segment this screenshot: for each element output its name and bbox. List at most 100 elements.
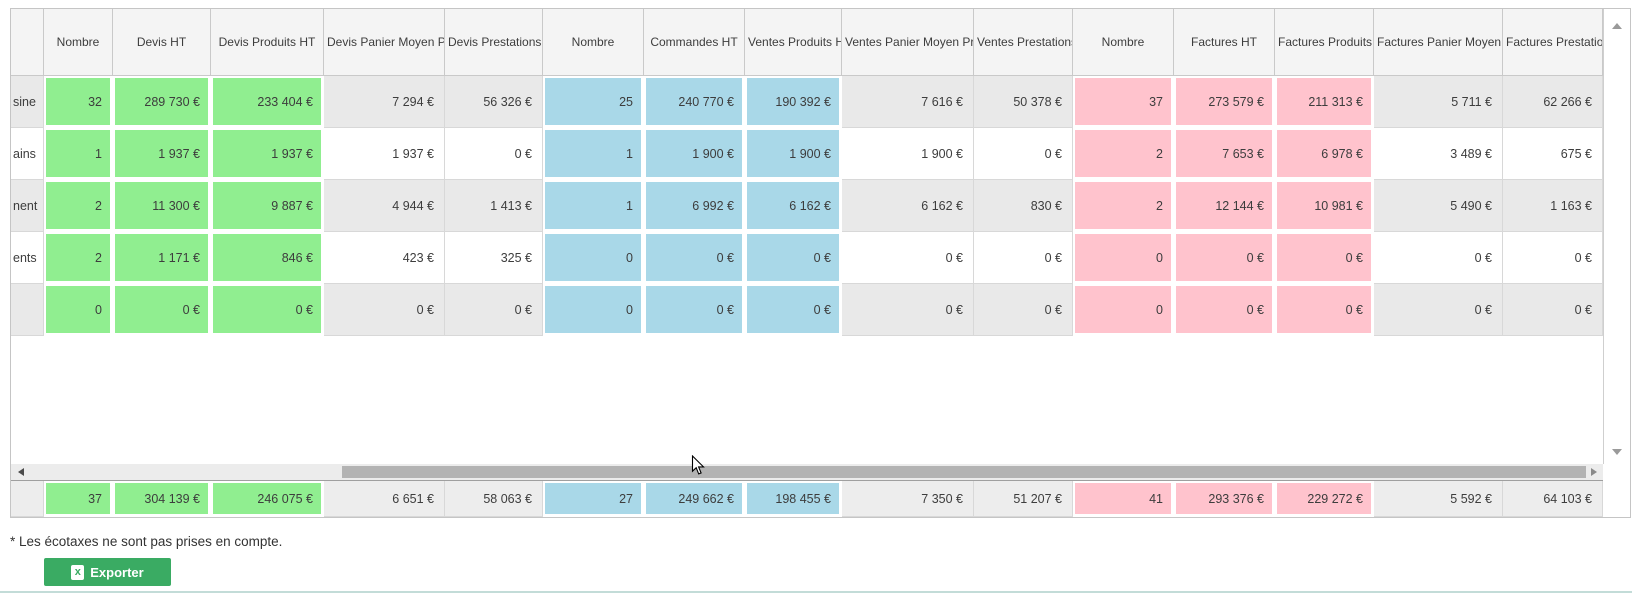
grid-cell: 1 413 € (445, 180, 543, 232)
totals-table-row: 37 304 139 € 246 075 € 6 651 € 58 063 € … (11, 481, 1603, 517)
grid-cell: 0 € (644, 232, 745, 284)
grid-cell: 846 € (211, 232, 324, 284)
total-cell: 37 (44, 481, 113, 517)
grid-cell: 0 € (1275, 284, 1374, 336)
total-cell: 6 651 € (324, 481, 445, 517)
grid-cell: 325 € (445, 232, 543, 284)
grid-cell: 0 (1073, 284, 1174, 336)
grid-cell: 1 (543, 180, 644, 232)
statistics-grid: Nombre Devis HT Devis Produits HT Devis … (10, 8, 1631, 518)
grid-cell: 0 € (745, 284, 842, 336)
grid-cell: 1 171 € (113, 232, 211, 284)
grid-cell: 7 294 € (324, 76, 445, 128)
grid-cell: 0 € (974, 232, 1073, 284)
grid-cell: 2 (44, 180, 113, 232)
column-header-devis-nombre: Nombre (44, 9, 113, 76)
horizontal-scrollbar-thumb[interactable] (342, 466, 1586, 478)
column-header-ventes-prestations: Ventes Prestations HT (974, 9, 1073, 76)
grid-cell: 0 € (842, 284, 974, 336)
grid-cell: 0 € (1174, 284, 1275, 336)
excel-file-icon: x (71, 564, 85, 580)
grid-cell: 0 € (974, 128, 1073, 180)
vertical-scrollbar[interactable] (1603, 9, 1630, 464)
column-header-ventes-panier-moyen: Ventes Panier Moyen Produits HT (842, 9, 974, 76)
grid-cell: 0 (1073, 232, 1174, 284)
grid-cell: 0 € (842, 232, 974, 284)
scroll-left-arrow-icon[interactable] (18, 468, 24, 476)
grid-cell: 4 944 € (324, 180, 445, 232)
grid-cell: 2 (1073, 180, 1174, 232)
grid-cell: 0 € (1374, 284, 1503, 336)
column-header-factures-panier-moyen: Factures Panier Moyen Produits HT (1374, 9, 1503, 76)
grid-cell: 211 313 € (1275, 76, 1374, 128)
column-header-commandes-ht: Commandes HT (644, 9, 745, 76)
grid-cell: 1 937 € (113, 128, 211, 180)
table-row: nent 2 11 300 € 9 887 € 4 944 € 1 413 € … (11, 180, 1603, 232)
grid-cell: 289 730 € (113, 76, 211, 128)
statistics-table: Nombre Devis HT Devis Produits HT Devis … (11, 9, 1603, 336)
grid-cell: 0 € (1503, 232, 1603, 284)
grid-cell: 9 887 € (211, 180, 324, 232)
grid-cell: 0 € (1374, 232, 1503, 284)
grid-cell: 6 978 € (1275, 128, 1374, 180)
total-cell: 27 (543, 481, 644, 517)
grid-cell: 0 € (445, 284, 543, 336)
grid-cell: 1 937 € (324, 128, 445, 180)
grid-cell: 830 € (974, 180, 1073, 232)
column-header-devis-panier-moyen: Devis Panier Moyen Produits HT (324, 9, 445, 76)
grid-cell: 56 326 € (445, 76, 543, 128)
grid-cell: 0 € (1174, 232, 1275, 284)
grid-cell: 12 144 € (1174, 180, 1275, 232)
grid-cell: 0 € (1275, 232, 1374, 284)
grid-cell: 0 (543, 232, 644, 284)
column-header-factures-nombre: Nombre (1073, 9, 1174, 76)
column-header-row-label (11, 9, 44, 76)
total-cell: 51 207 € (974, 481, 1073, 517)
column-header-devis-produits-ht: Devis Produits HT (211, 9, 324, 76)
table-row: ains 1 1 937 € 1 937 € 1 937 € 0 € 1 1 9… (11, 128, 1603, 180)
export-button[interactable]: x Exporter (44, 558, 171, 586)
horizontal-scrollbar[interactable] (11, 464, 1603, 480)
total-cell: 64 103 € (1503, 481, 1603, 517)
grid-cell: 50 378 € (974, 76, 1073, 128)
grid-cell: 1 900 € (842, 128, 974, 180)
total-cell: 293 376 € (1174, 481, 1275, 517)
column-header-factures-prestations: Factures Prestations HT (1503, 9, 1603, 76)
column-header-devis-prestations: Devis Prestations HT (445, 9, 543, 76)
grid-cell: 7 616 € (842, 76, 974, 128)
grid-cell: 0 € (113, 284, 211, 336)
total-cell: 5 592 € (1374, 481, 1503, 517)
column-header-devis-ht: Devis HT (113, 9, 211, 76)
scroll-up-arrow-icon[interactable] (1612, 23, 1622, 29)
ecotax-footnote: * Les écotaxes ne sont pas prises en com… (10, 534, 283, 549)
grid-cell: 62 266 € (1503, 76, 1603, 128)
grid-cell: 0 € (1503, 284, 1603, 336)
grid-cell: 1 (44, 128, 113, 180)
row-label: ents (11, 232, 44, 284)
total-cell: 229 272 € (1275, 481, 1374, 517)
grid-cell: 675 € (1503, 128, 1603, 180)
export-button-label: Exporter (90, 564, 144, 580)
totals-row: 37 304 139 € 246 075 € 6 651 € 58 063 € … (11, 480, 1603, 517)
column-header-factures-produits-ht: Factures Produits HT (1275, 9, 1374, 76)
scroll-right-arrow-icon[interactable] (1591, 468, 1597, 476)
grid-scroll-area: Nombre Devis HT Devis Produits HT Devis … (11, 9, 1630, 464)
grid-cell: 233 404 € (211, 76, 324, 128)
row-label: ains (11, 128, 44, 180)
table-row: ents 2 1 171 € 846 € 423 € 325 € 0 0 € 0… (11, 232, 1603, 284)
grid-cell: 1 (543, 128, 644, 180)
row-label: nent (11, 180, 44, 232)
grid-cell: 7 653 € (1174, 128, 1275, 180)
column-header-factures-ht: Factures HT (1174, 9, 1275, 76)
grid-cell: 1 937 € (211, 128, 324, 180)
grid-cell: 0 € (324, 284, 445, 336)
grid-cell: 1 163 € (1503, 180, 1603, 232)
grid-cell: 5 490 € (1374, 180, 1503, 232)
grid-cell: 190 392 € (745, 76, 842, 128)
total-cell: 198 455 € (745, 481, 842, 517)
grid-cell: 6 162 € (842, 180, 974, 232)
grid-cell: 6 992 € (644, 180, 745, 232)
scroll-down-arrow-icon[interactable] (1612, 449, 1622, 455)
grid-cell: 1 900 € (745, 128, 842, 180)
